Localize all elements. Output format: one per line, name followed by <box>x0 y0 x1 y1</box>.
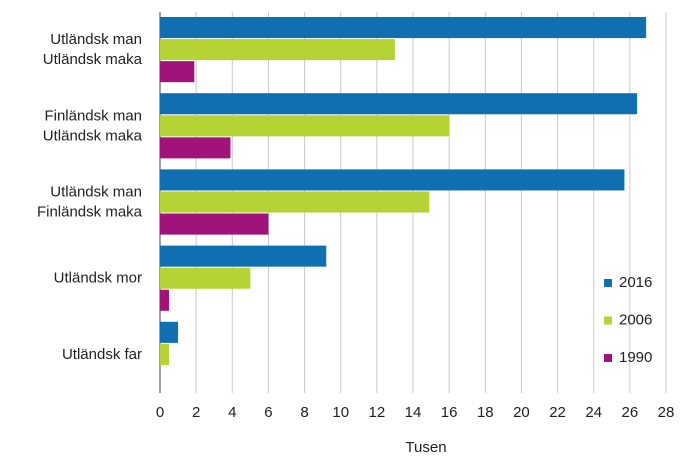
bar <box>160 39 395 61</box>
x-tick-label: 4 <box>228 404 236 421</box>
x-tick-label: 22 <box>549 404 566 421</box>
bar <box>160 169 625 191</box>
y-tick-label: Utländsk maka <box>43 127 143 144</box>
x-tick-label: 18 <box>477 404 494 421</box>
bar <box>160 289 170 311</box>
x-tick-label: 0 <box>156 404 164 421</box>
x-tick-label: 8 <box>300 404 308 421</box>
legend-label: 2006 <box>619 311 652 328</box>
y-tick-label: Utländsk far <box>62 346 142 363</box>
x-tick-label: 24 <box>585 404 602 421</box>
y-tick-label: Utländsk man <box>50 31 142 48</box>
y-tick-label: Utländsk man <box>50 183 142 200</box>
bar <box>160 343 170 365</box>
bar <box>160 245 327 267</box>
x-tick-label: 12 <box>369 404 386 421</box>
y-tick-label: Utländsk maka <box>43 51 143 68</box>
y-tick-label: Finländsk man <box>44 107 142 124</box>
y-tick-label: Utländsk mor <box>54 270 142 287</box>
bar <box>160 137 231 159</box>
x-tick-label: 26 <box>622 404 639 421</box>
bar <box>160 213 269 235</box>
legend-label: 1990 <box>619 349 652 366</box>
x-tick-label: 10 <box>332 404 349 421</box>
x-tick-label: 6 <box>264 404 272 421</box>
bar <box>160 321 179 343</box>
y-tick-label: Finländsk maka <box>37 203 143 220</box>
x-tick-label: 28 <box>658 404 675 421</box>
legend-label: 2016 <box>619 274 652 291</box>
bar <box>160 17 647 39</box>
x-tick-label: 20 <box>513 404 530 421</box>
x-tick-label: 14 <box>405 404 422 421</box>
x-axis-label: Tusen <box>405 439 446 456</box>
x-tick-label: 2 <box>192 404 200 421</box>
bar <box>160 115 450 137</box>
x-tick-label: 16 <box>441 404 458 421</box>
bar <box>160 191 430 213</box>
legend-swatch <box>604 354 612 362</box>
bar <box>160 61 195 83</box>
bar <box>160 93 638 115</box>
legend-swatch <box>604 279 612 287</box>
bar <box>160 267 251 289</box>
legend-swatch <box>604 316 612 325</box>
